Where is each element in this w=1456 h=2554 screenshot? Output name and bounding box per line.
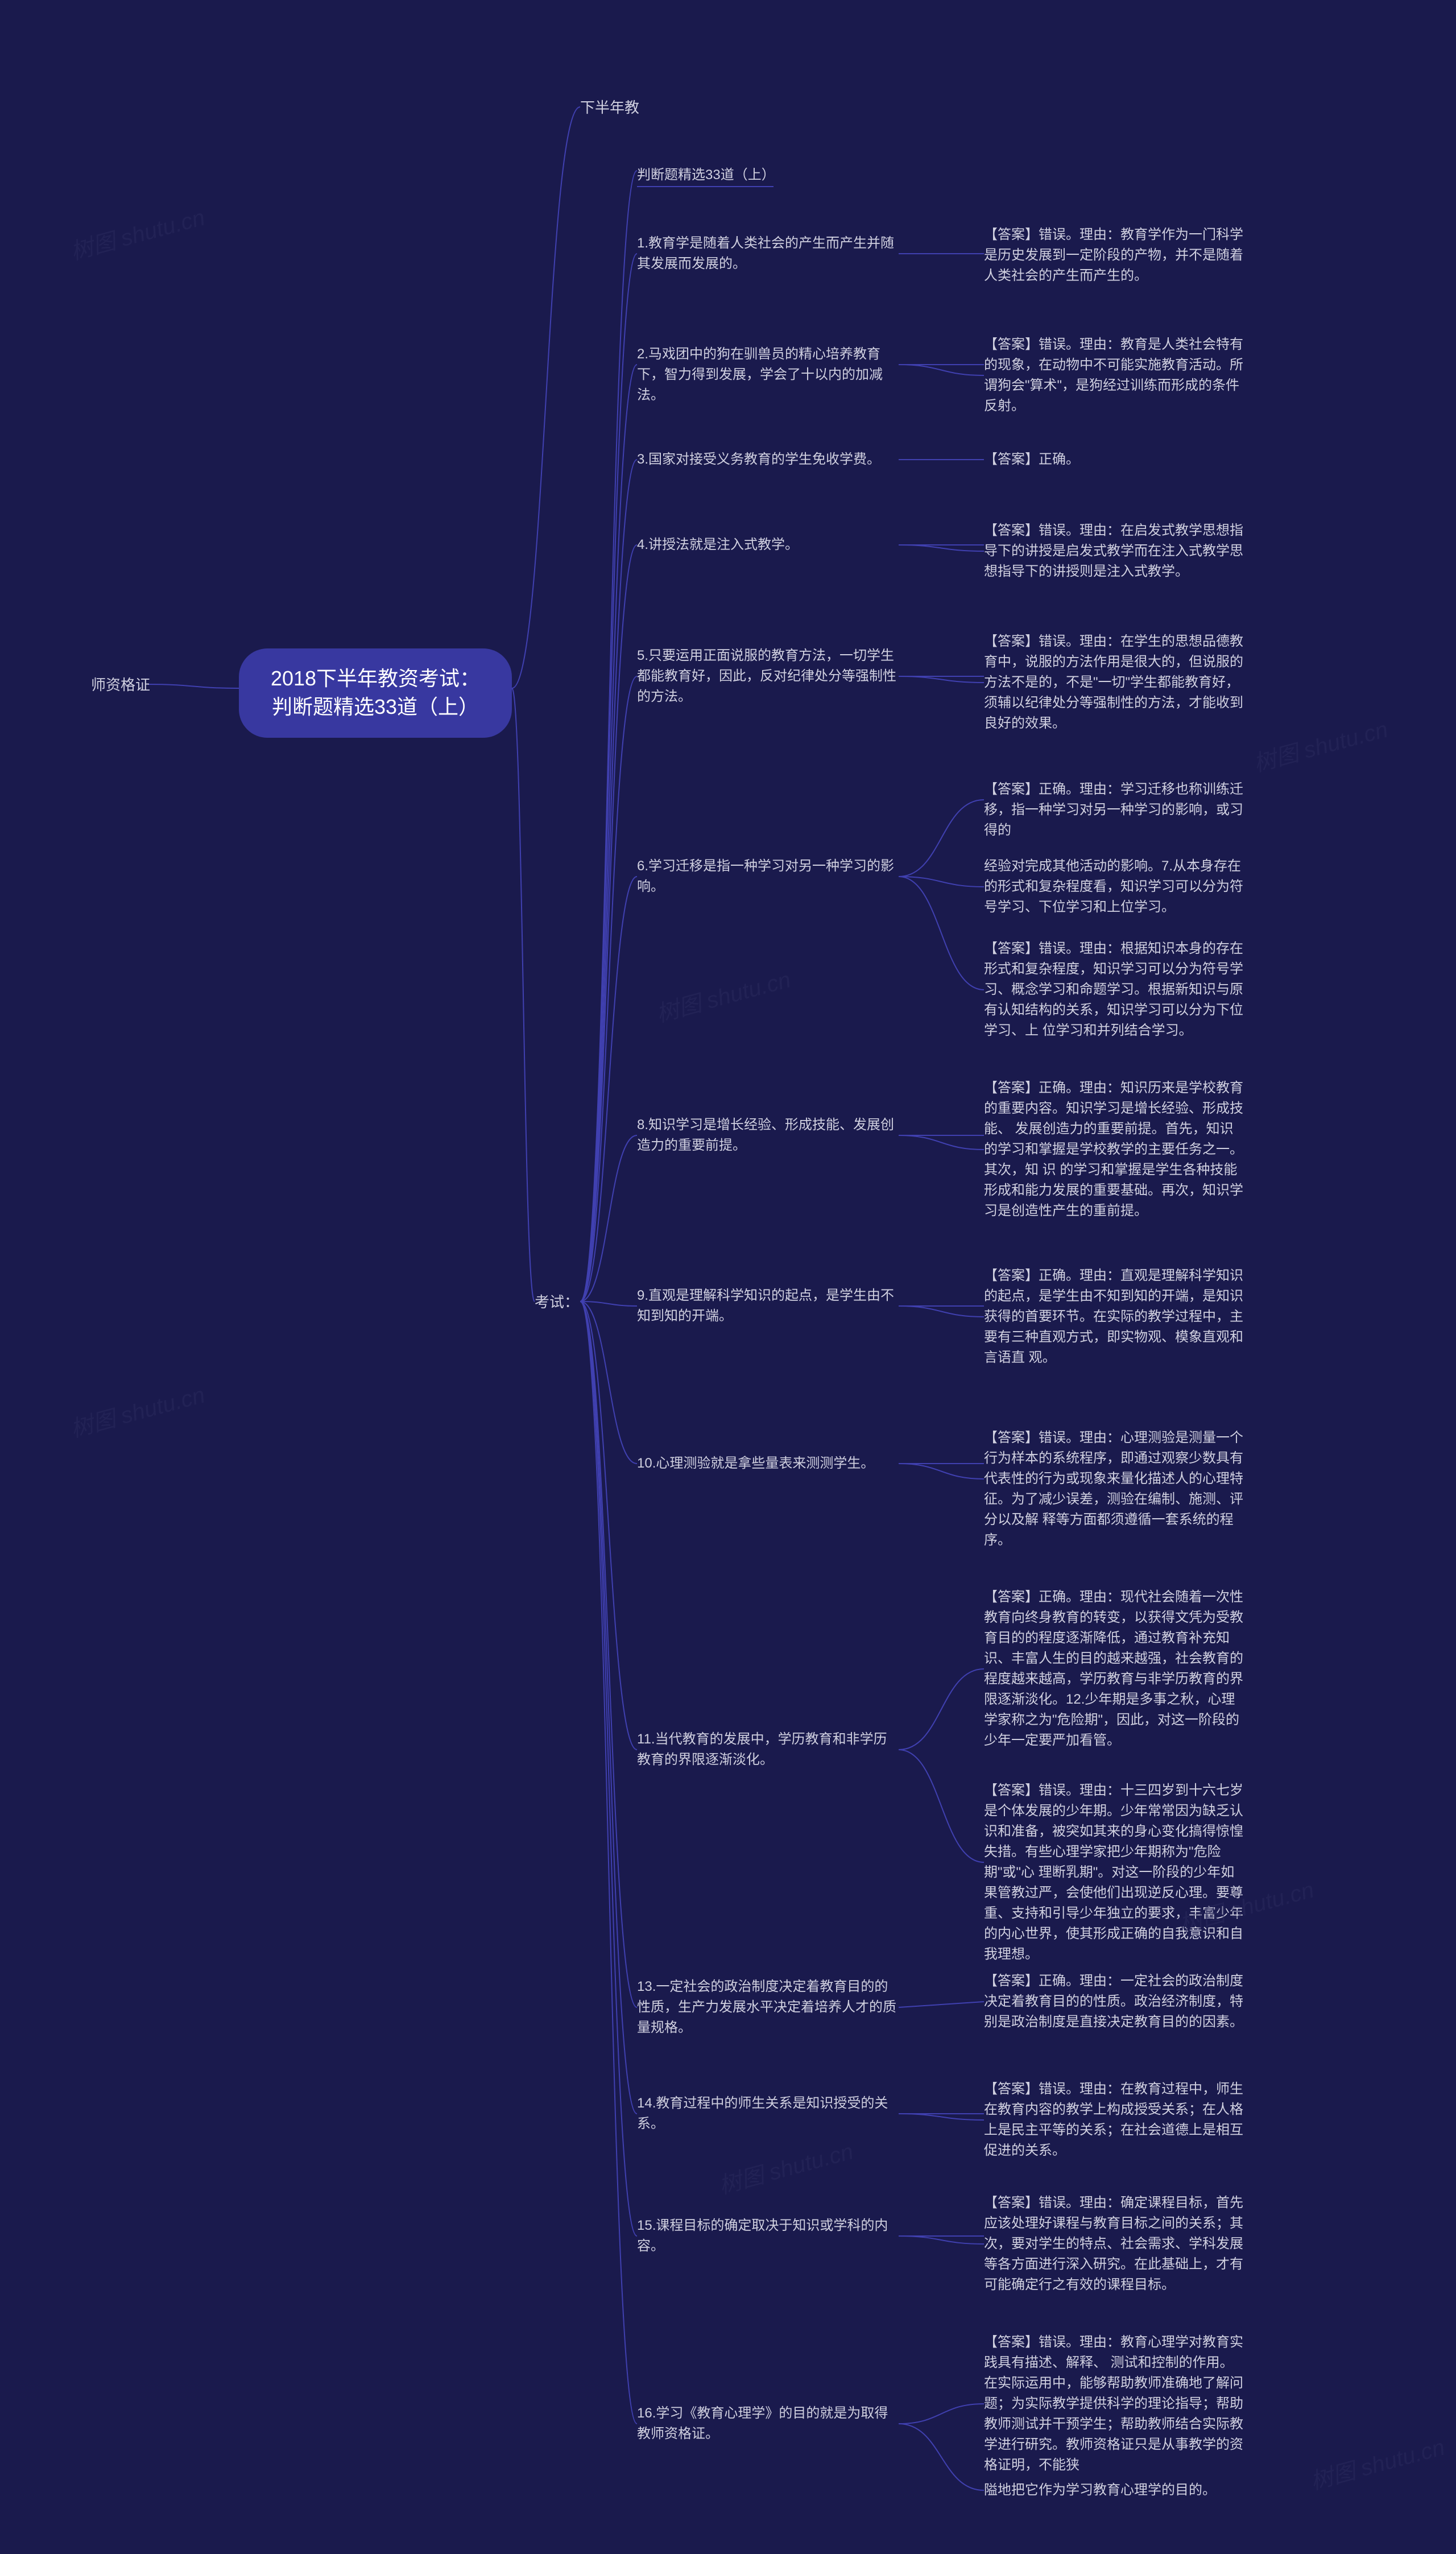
question-node: 3.国家对接受义务教育的学生免收学费。 [637, 449, 899, 470]
question-node: 10.心理测验就是拿些量表来测测学生。 [637, 1453, 899, 1474]
question-node: 14.教育过程中的师生关系是知识授受的关系。 [637, 2093, 899, 2134]
watermark: 树图 shutu.cn [67, 1377, 208, 1444]
answer-node: 【答案】错误。理由：十三四岁到十六七岁是个体发展的少年期。少年常常因为缺乏认识和… [984, 1780, 1246, 1965]
answer-node: 【答案】错误。理由：在教育过程中，师生在教育内容的教学上构成授受关系；在人格上是… [984, 2079, 1246, 2161]
answer-node: 【答案】错误。理由：在学生的思想品德教育中，说服的方法作用是很大的，但说服的方法… [984, 631, 1246, 734]
question-node: 2.马戏团中的狗在驯兽员的精心培养教育下，智力得到发展，学会了十以内的加减法。 [637, 344, 899, 406]
question-node: 1.教育学是随着人类社会的产生而产生并随其发展而发展的。 [637, 233, 899, 274]
question-node: 9.直观是理解科学知识的起点，是学生由不知到知的开端。 [637, 1286, 899, 1326]
section-subheader: 判断题精选33道（上） [637, 165, 864, 185]
answer-node: 【答案】错误。理由：确定课程目标，首先应该处理好课程与教育目标之间的关系；其次，… [984, 2193, 1246, 2295]
watermark: 树图 shutu.cn [1250, 711, 1391, 779]
answer-node: 【答案】错误。理由：教育心理学对教育实践具有描述、解释、 测试和控制的作用。在实… [984, 2332, 1246, 2476]
watermark: 树图 shutu.cn [1306, 2429, 1448, 2497]
watermark: 树图 shutu.cn [652, 961, 794, 1029]
answer-node: 【答案】错误。理由：根据知识本身的存在形式和复杂程度，知识学习可以分为符号学习、… [984, 939, 1246, 1041]
answer-node: 【答案】正确。理由：现代社会随着一次性教育向终身教育的转变，以获得文凭为受教育目… [984, 1587, 1246, 1751]
watermark: 树图 shutu.cn [715, 2133, 857, 2201]
branch-top-label: 下半年教 [580, 97, 639, 119]
answer-node: 【答案】错误。理由：心理测验是测量一个行为样本的系统程序，即通过观察少数具有代表… [984, 1428, 1246, 1551]
answer-node: 【答案】错误。理由：教育学作为一门科学是历史发展到一定阶段的产物，并不是随着人类… [984, 225, 1246, 286]
question-node: 13.一定社会的政治制度决定着教育目的的性质，生产力发展水平决定着培养人才的质量… [637, 1977, 899, 2038]
answer-node: 【答案】正确。理由：学习迁移也称训练迁移，指一种学习对另一种学习的影响，或习得的 [984, 779, 1246, 841]
question-node: 6.学习迁移是指一种学习对另一种学习的影响。 [637, 856, 899, 897]
answer-node: 【答案】正确。理由：直观是理解科学知识的起点，是学生由不知到知的开端，是知识获得… [984, 1266, 1246, 1368]
question-node: 8.知识学习是增长经验、形成技能、发展创造力的重要前提。 [637, 1115, 899, 1156]
question-node: 4.讲授法就是注入式教学。 [637, 535, 899, 555]
answer-node: 隘地把它作为学习教育心理学的目的。 [984, 2480, 1246, 2501]
answer-node: 【答案】错误。理由：教育是人类社会特有的现象，在动物中不可能实施教育活动。所谓狗… [984, 334, 1246, 416]
answer-node: 【答案】正确。 [984, 449, 1246, 470]
question-node: 15.课程目标的确定取决于知识或学科的内容。 [637, 2216, 899, 2257]
answer-node: 经验对完成其他活动的影响。7.从本身存在的形式和复杂程度看，知识学习可以分为符号… [984, 856, 1246, 918]
question-node: 16.学习《教育心理学》的目的就是为取得教师资格证。 [637, 2403, 899, 2444]
question-node: 5.只要运用正面说服的教育方法，一切学生都能教育好，因此，反对纪律处分等强制性的… [637, 646, 899, 707]
answer-node: 【答案】错误。理由：在启发式教学思想指导下的讲授是启发式教学而在注入式教学思想指… [984, 520, 1246, 582]
root-node: 师资格证 [91, 674, 150, 696]
answer-node: 【答案】正确。理由：知识历来是学校教育的重要内容。知识学习是增长经验、形成技能、… [984, 1078, 1246, 1221]
answer-node: 【答案】正确。理由：一定社会的政治制度决定着教育目的的性质。政治经济制度，特别是… [984, 1971, 1246, 2032]
question-node: 11.当代教育的发展中，学历教育和非学历教育的界限逐渐淡化。 [637, 1729, 899, 1770]
branch-main-label: 考试： [535, 1291, 579, 1313]
center-topic: 2018下半年教资考试：判断题精选33道（上） [239, 648, 512, 738]
watermark: 树图 shutu.cn [67, 199, 208, 267]
